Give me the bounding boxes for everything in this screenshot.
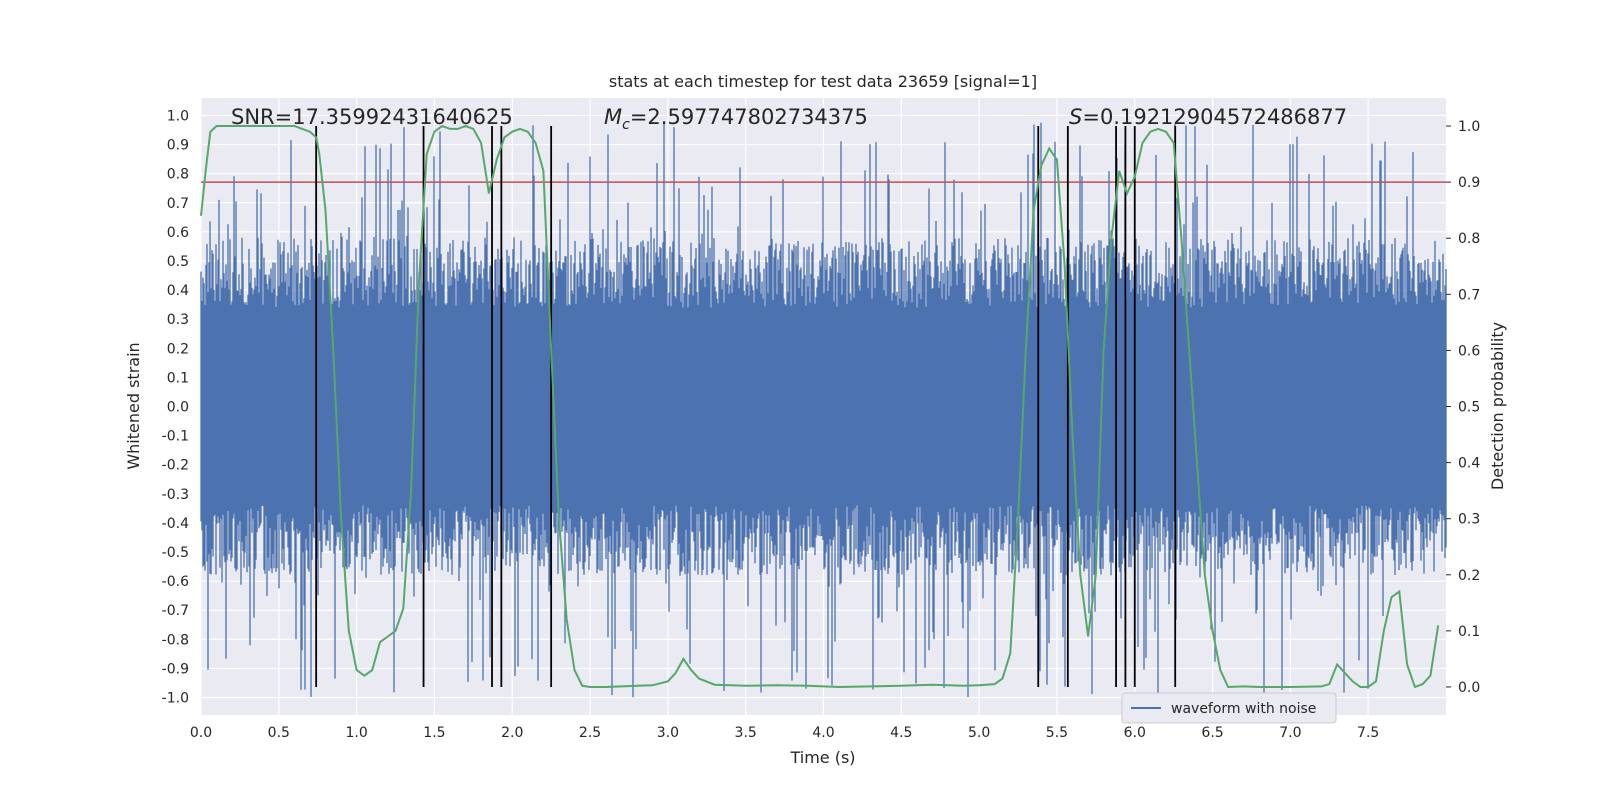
y-right-tick-label: 0.1 bbox=[1458, 624, 1480, 640]
y-right-tick-label: 0.5 bbox=[1458, 400, 1480, 416]
detection-probability-line bbox=[200, 124, 1440, 689]
y-left-tick-label: -0.3 bbox=[162, 487, 189, 503]
y-left-tick-label: 0.1 bbox=[167, 370, 189, 386]
x-tick-label: 2.5 bbox=[579, 725, 601, 741]
y-left-tick-label: 0.9 bbox=[167, 138, 189, 154]
y-right-tick-label: 0.6 bbox=[1458, 343, 1480, 359]
x-tick-label: 7.5 bbox=[1357, 725, 1379, 741]
y-left-tick-label: 0.6 bbox=[167, 225, 189, 241]
y-right-tick-label: 0.0 bbox=[1458, 680, 1480, 696]
probability-series bbox=[200, 124, 1440, 689]
strain-series bbox=[200, 122, 1447, 698]
y-left-tick-label: -1.0 bbox=[162, 691, 189, 707]
y-left-tick-label: -0.6 bbox=[162, 574, 189, 590]
y-left-tick-label: -0.8 bbox=[162, 632, 189, 648]
legend-box bbox=[1121, 692, 1337, 724]
y-right-tick-label: 0.3 bbox=[1458, 512, 1480, 528]
waveform-with-noise-line bbox=[200, 122, 1447, 698]
y-left-tick-label: -0.1 bbox=[162, 429, 189, 445]
x-tick-label: 3.5 bbox=[735, 725, 757, 741]
x-tick-label: 3.0 bbox=[657, 725, 679, 741]
y-left-tick-label: 0.7 bbox=[167, 196, 189, 212]
y-left-tick-label: 0.4 bbox=[167, 283, 189, 299]
x-tick-label: 1.0 bbox=[345, 725, 367, 741]
x-tick-label: 0.5 bbox=[268, 725, 290, 741]
y-right-tick-label: 0.7 bbox=[1458, 287, 1480, 303]
y-left-tick-label: -0.4 bbox=[162, 516, 189, 532]
y-left-tick-label: 0.0 bbox=[167, 400, 189, 416]
snr-annotation: SNR=17.35992431640625 bbox=[231, 105, 513, 129]
spin-annotation: S=0.19212904572486877 bbox=[1069, 105, 1347, 129]
y-left-tick-labels: 1.0 0.9 0.8 0.7 0.6 0.5 0.4 0.3 0.2 0.1 0.0 -0.1 -0.… bbox=[162, 108, 189, 706]
x-tick-label: 5.5 bbox=[1046, 725, 1068, 741]
chart-title: stats at each timestep for test data 236… bbox=[609, 72, 1037, 91]
chirp-mass-annotation: Mc=2.597747802734375 bbox=[604, 105, 868, 133]
y-right-tick-label: 1.0 bbox=[1458, 119, 1480, 135]
x-tick-label: 4.5 bbox=[890, 725, 912, 741]
chirp-mass-symbol: M bbox=[604, 105, 622, 129]
y-right-tick-label: 0.2 bbox=[1458, 568, 1480, 584]
x-tick-label: 6.5 bbox=[1201, 725, 1223, 741]
y-left-tick-label: -0.7 bbox=[162, 603, 189, 619]
spin-symbol: S bbox=[1069, 105, 1082, 129]
y-right-tick-label: 0.8 bbox=[1458, 231, 1480, 247]
y-left-tick-label: 0.5 bbox=[167, 254, 189, 270]
chirp-mass-subscript: c bbox=[622, 117, 630, 133]
legend-label: waveform with noise bbox=[1171, 701, 1316, 717]
y-left-tick-label: -0.2 bbox=[162, 458, 189, 474]
x-tick-labels: 0.0 0.5 1.0 1.5 2.0 2.5 3.0 3.5 4.0 4.5 5.0 5.5 6.0 6… bbox=[190, 725, 1379, 741]
y-right-tick-labels: 1.0 0.9 0.8 0.7 0.6 0.5 0.4 0.3 0.2 0.1 0.0 bbox=[1446, 119, 1480, 696]
legend: waveform with noise bbox=[1121, 692, 1337, 724]
y-left-tick-label: 0.2 bbox=[167, 341, 189, 357]
y-axis-label-right: Detection probability bbox=[1488, 322, 1507, 490]
y-axis-label-left: Whitened strain bbox=[124, 342, 143, 469]
y-right-tick-label: 0.9 bbox=[1458, 175, 1480, 191]
x-tick-label: 2.0 bbox=[501, 725, 523, 741]
y-left-tick-label: -0.9 bbox=[162, 661, 189, 677]
x-tick-label: 1.5 bbox=[423, 725, 445, 741]
chirp-mass-value: =2.597747802734375 bbox=[630, 105, 868, 129]
spin-value: =0.19212904572486877 bbox=[1082, 105, 1347, 129]
x-axis-label: Time (s) bbox=[789, 748, 855, 767]
x-tick-label: 5.0 bbox=[968, 725, 990, 741]
x-tick-label: 0.0 bbox=[190, 725, 212, 741]
x-tick-label: 4.0 bbox=[812, 725, 834, 741]
y-left-tick-label: 0.8 bbox=[167, 167, 189, 183]
y-right-tick-label: 0.4 bbox=[1458, 456, 1480, 472]
y-left-tick-label: -0.5 bbox=[162, 545, 189, 561]
x-tick-label: 7.0 bbox=[1279, 725, 1301, 741]
x-tick-label: 6.0 bbox=[1124, 725, 1146, 741]
y-left-tick-label: 0.3 bbox=[167, 312, 189, 328]
y-left-tick-label: 1.0 bbox=[167, 108, 189, 124]
